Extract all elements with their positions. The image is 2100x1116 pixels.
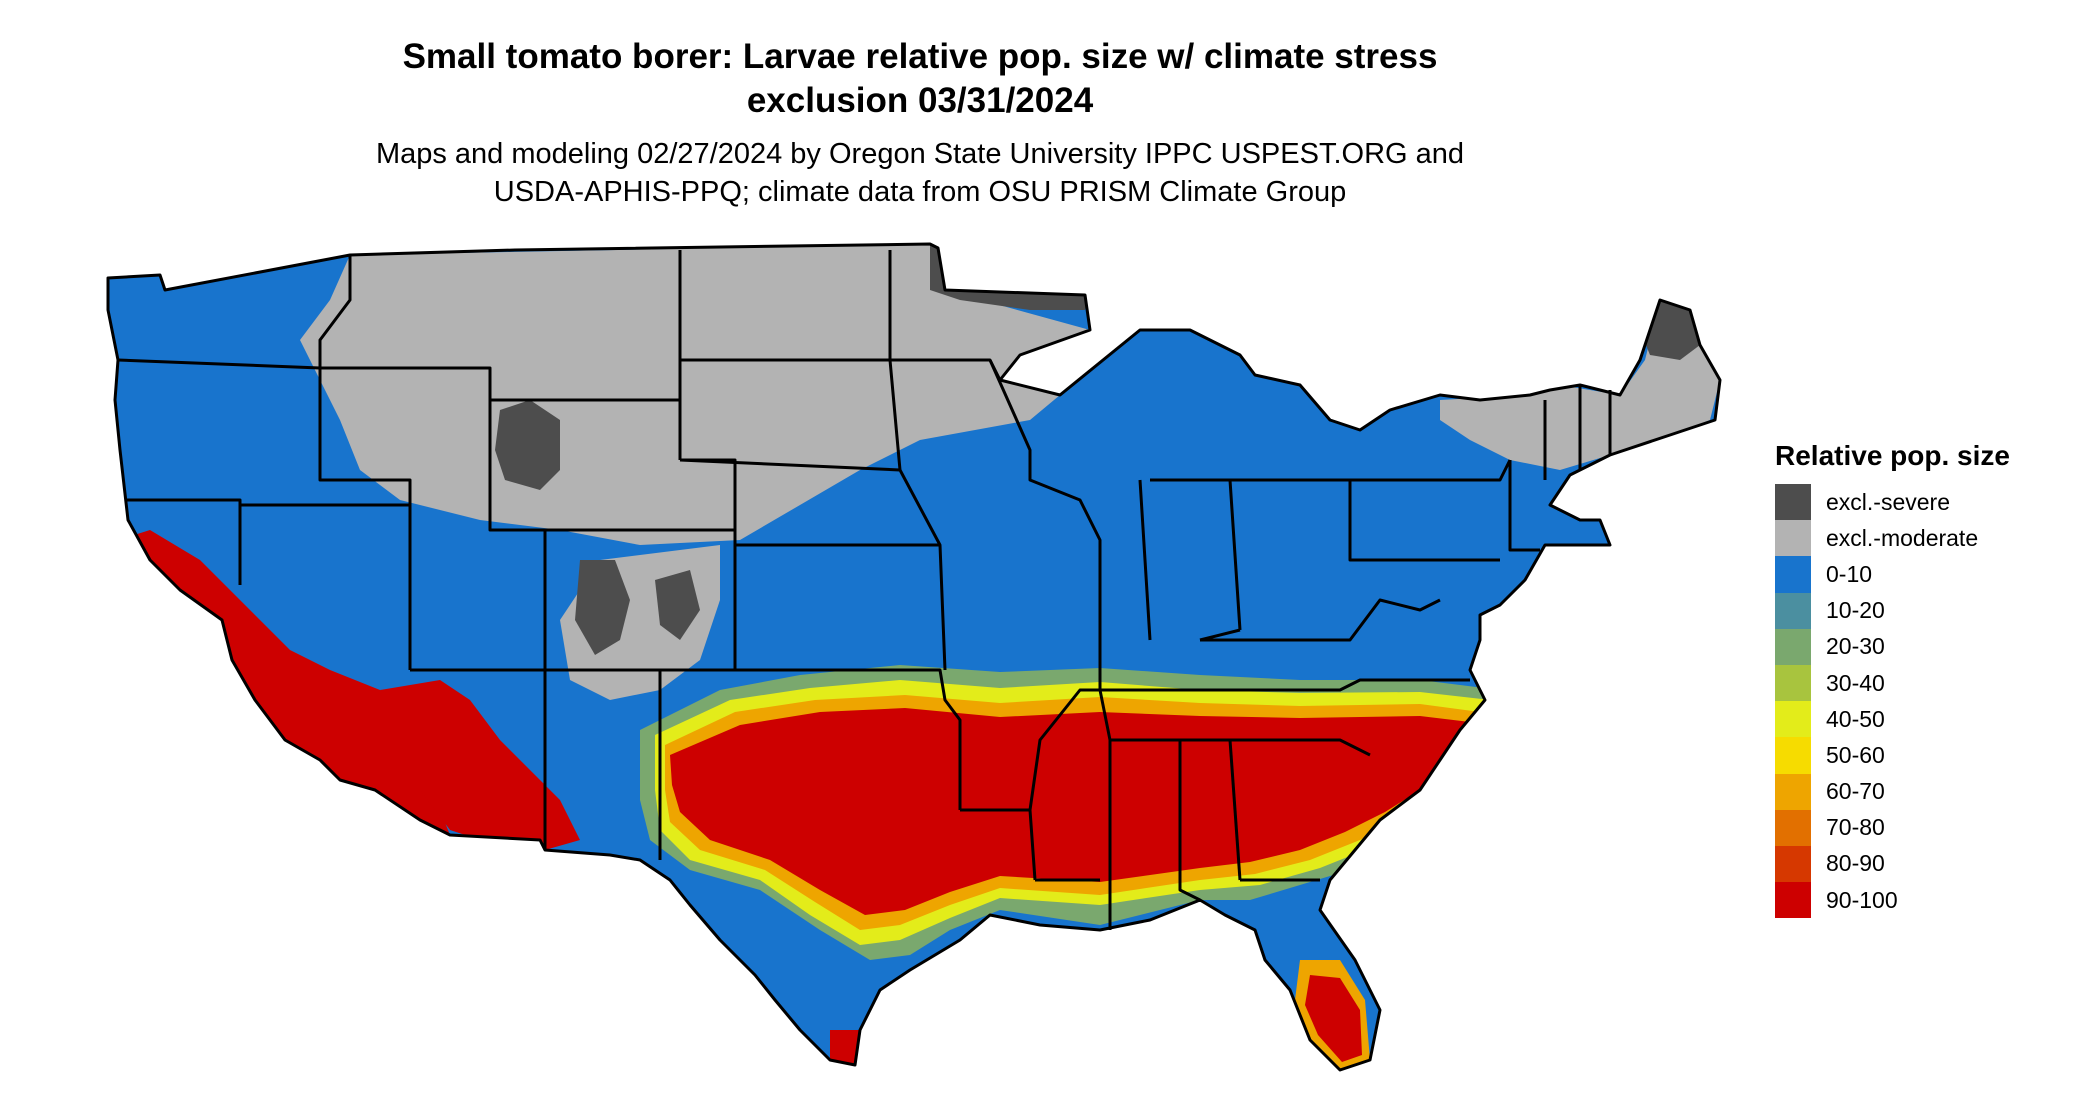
- legend-item: 10-20: [1775, 592, 2075, 629]
- legend-swatch: [1775, 845, 1811, 883]
- legend-label: 70-80: [1826, 814, 1885, 841]
- legend-label: 0-10: [1826, 560, 1873, 587]
- legend-swatch: [1775, 809, 1811, 846]
- legend-item: 70-80: [1775, 809, 2075, 846]
- legend-item: excl.-moderate: [1775, 520, 2075, 557]
- legend-item: 90-100: [1775, 882, 2075, 919]
- legend-item: 50-60: [1775, 737, 2075, 774]
- legend-item: 30-40: [1775, 664, 2075, 702]
- legend-item: 20-30: [1775, 628, 2075, 665]
- legend-swatch: [1775, 664, 1811, 702]
- legend-label: 10-20: [1826, 597, 1885, 624]
- legend-swatch: [1775, 701, 1811, 738]
- legend-item: 0-10: [1775, 556, 2075, 593]
- legend-label: 50-60: [1826, 741, 1885, 768]
- legend-item: 80-90: [1775, 845, 2075, 883]
- map-title-line-2: exclusion 03/31/2024: [746, 81, 1094, 120]
- legend-title: Relative pop. size: [1775, 440, 2010, 471]
- legend-label: excl.-moderate: [1826, 524, 1979, 551]
- legend-label: 60-70: [1826, 778, 1885, 805]
- legend-swatch: [1775, 628, 1811, 665]
- legend-label: excl.-severe: [1826, 488, 1950, 515]
- legend-swatch: [1775, 484, 1811, 521]
- legend-label: 90-100: [1826, 886, 1898, 913]
- legend-label: 40-50: [1826, 705, 1885, 732]
- legend-items: excl.-severe excl.-moderate 0-10 10-20 20-30…: [1775, 484, 2075, 919]
- legend-swatch: [1775, 737, 1811, 774]
- map-legend: Relative pop. size excl.-severe excl.-mod…: [1775, 438, 2075, 919]
- map-title-line-1: Small tomato borer: Larvae relative pop.…: [402, 37, 1438, 76]
- legend-item: 40-50: [1775, 701, 2075, 738]
- legend-label: 80-90: [1826, 850, 1885, 877]
- legend-swatch: [1775, 773, 1811, 810]
- legend-swatch: [1775, 592, 1811, 629]
- legend-label: 20-30: [1826, 633, 1885, 660]
- legend-label: 30-40: [1826, 669, 1885, 696]
- legend-item: excl.-severe: [1775, 484, 2075, 521]
- legend-swatch: [1775, 556, 1811, 593]
- map-subtitle-line-2: USDA-APHIS-PPQ; climate data from OSU PR…: [493, 176, 1347, 208]
- legend-swatch: [1775, 520, 1811, 557]
- legend-item: 60-70: [1775, 773, 2075, 810]
- legend-swatch: [1775, 882, 1811, 919]
- map-subtitle-line-1: Maps and modeling 02/27/2024 by Oregon S…: [375, 138, 1465, 170]
